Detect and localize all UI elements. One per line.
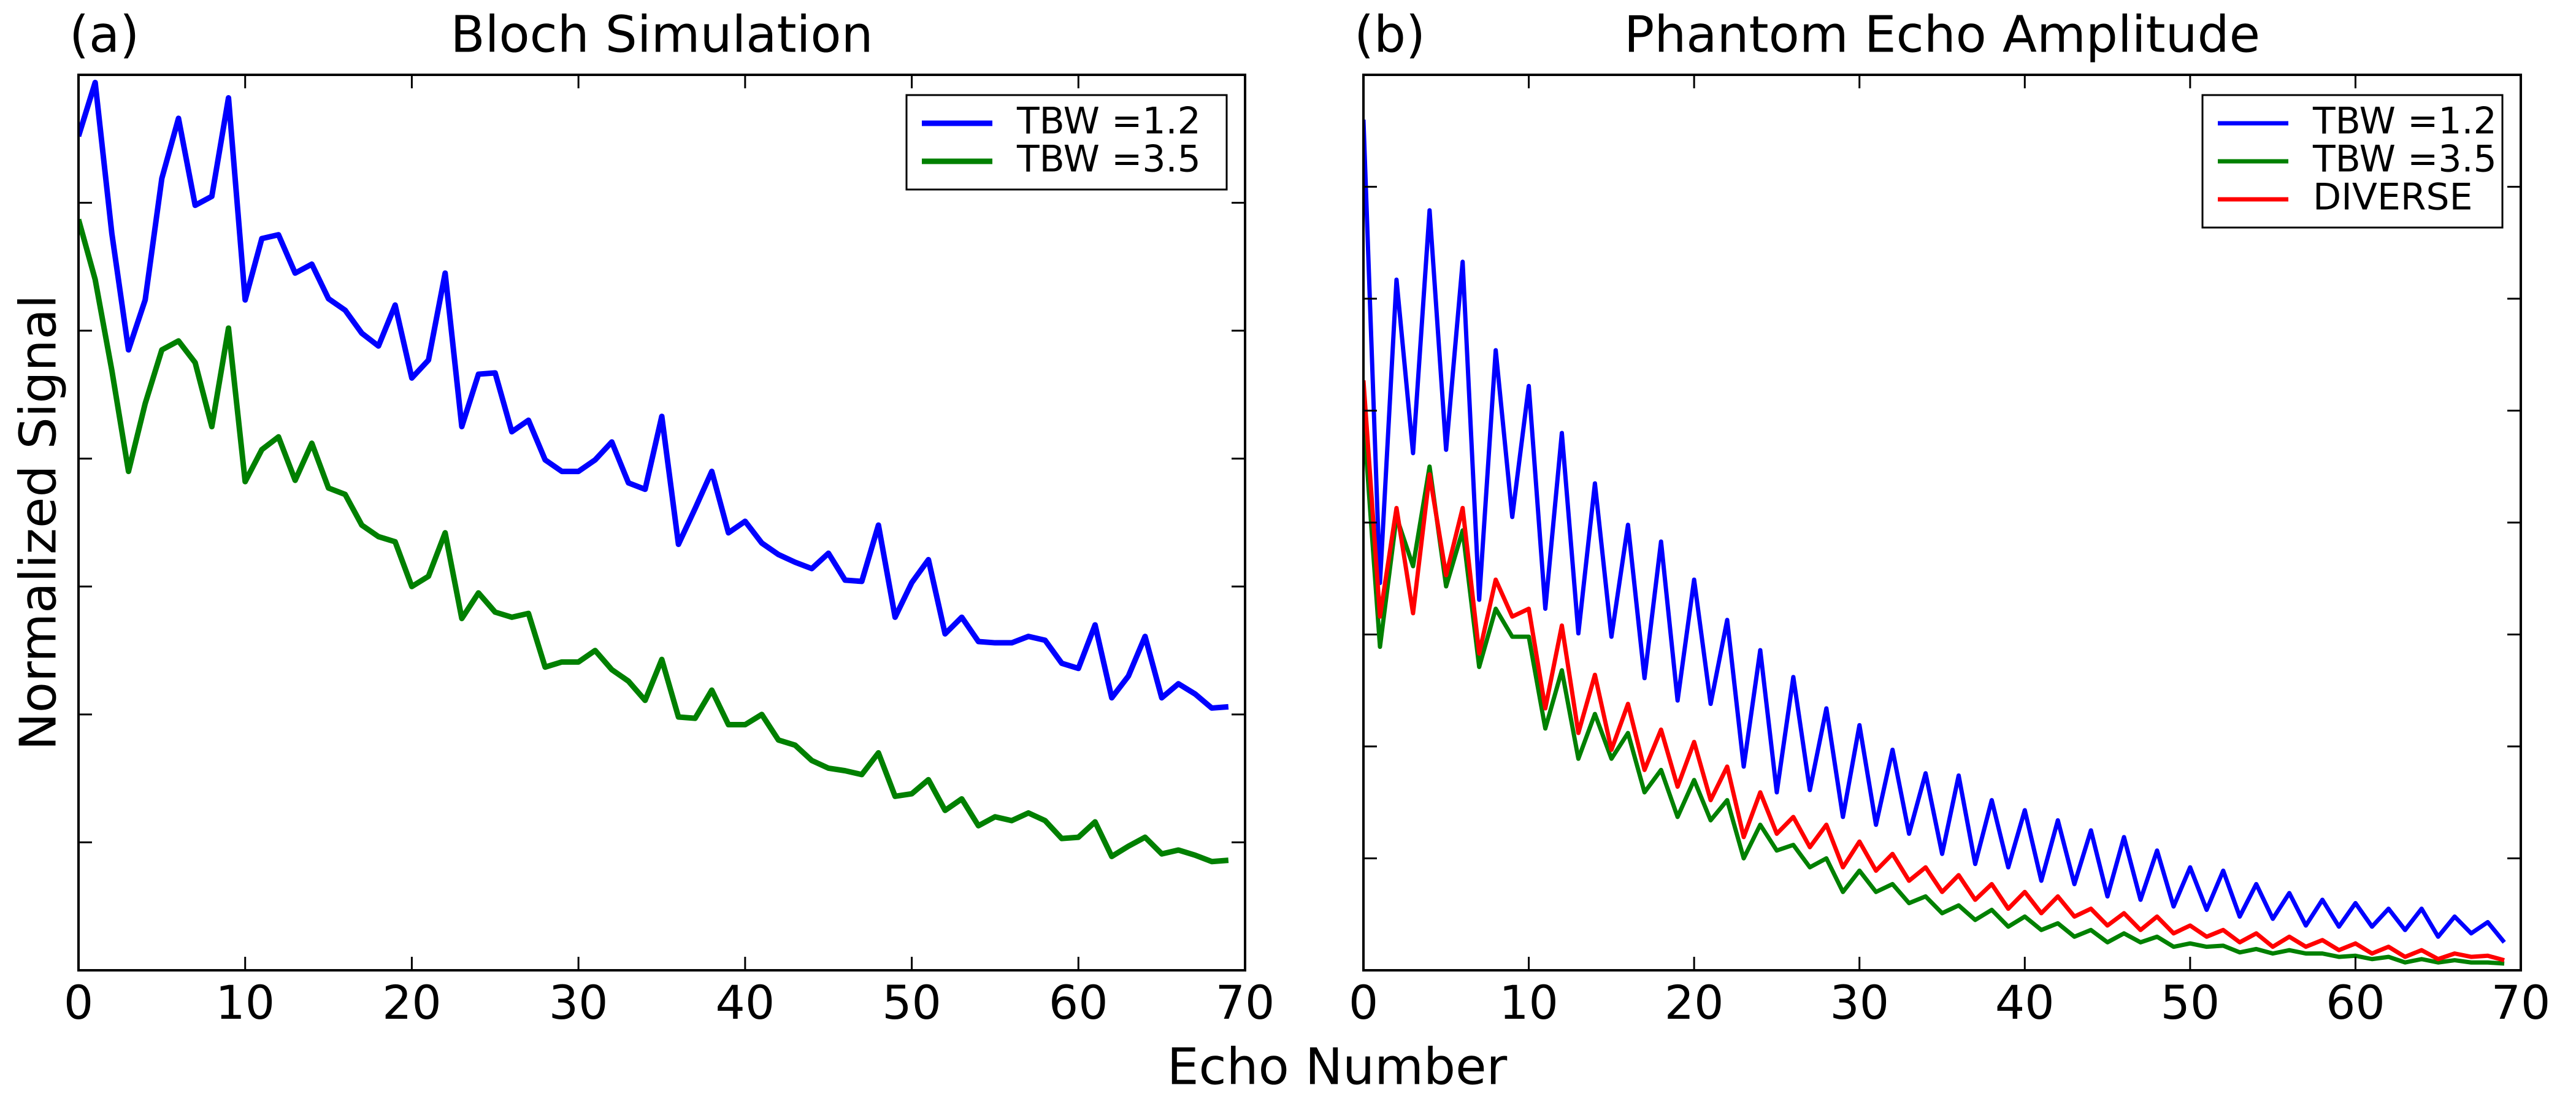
legend-label: TBW =3.5 (2312, 138, 2497, 181)
x-axis-label: Echo Number (1167, 1038, 1508, 1096)
legend-label: DIVERSE (2313, 176, 2473, 219)
legend-label: TBW =1.2 (1016, 100, 1201, 143)
x-tick-label: 10 (215, 975, 275, 1030)
data-line (79, 218, 1229, 865)
x-tick-label: 30 (1830, 975, 1889, 1030)
x-tick-label: 0 (1349, 975, 1378, 1030)
x-tick-label: 10 (1499, 975, 1558, 1030)
x-tick-label: 20 (1665, 975, 1724, 1030)
x-tick-label: 70 (2491, 975, 2551, 1030)
x-tick-label: 50 (882, 975, 941, 1030)
x-tick-label: 40 (1995, 975, 2055, 1030)
x-tick-label: 20 (382, 975, 442, 1030)
plot-frame (1362, 74, 2522, 972)
y-axis-label: Normalized Signal (9, 295, 67, 751)
data-line (1363, 380, 2505, 962)
legend-label: TBW =3.5 (1016, 138, 1201, 181)
plot-area (79, 80, 1229, 865)
chart-title: Phantom Echo Amplitude (1624, 6, 2260, 64)
chart-title: Bloch Simulation (450, 6, 873, 64)
x-tick-label: 60 (1049, 975, 1108, 1030)
data-line (1363, 416, 2505, 966)
legend-box (905, 94, 1228, 191)
x-tick-label: 60 (2326, 975, 2385, 1030)
x-tick-label: 70 (1216, 975, 1275, 1030)
panel-label: (b) (1354, 6, 1425, 64)
legend-label: TBW =1.2 (2312, 100, 2497, 143)
x-tick-label: 40 (715, 975, 775, 1030)
x-tick-label: 30 (549, 975, 608, 1030)
data-line (79, 80, 1229, 711)
plot-area (1363, 119, 2506, 966)
plot-frame (77, 74, 1246, 972)
panel-label: (a) (69, 6, 139, 64)
x-tick-label: 50 (2160, 975, 2220, 1030)
x-tick-label: 0 (64, 975, 93, 1030)
data-line (1363, 119, 2506, 944)
